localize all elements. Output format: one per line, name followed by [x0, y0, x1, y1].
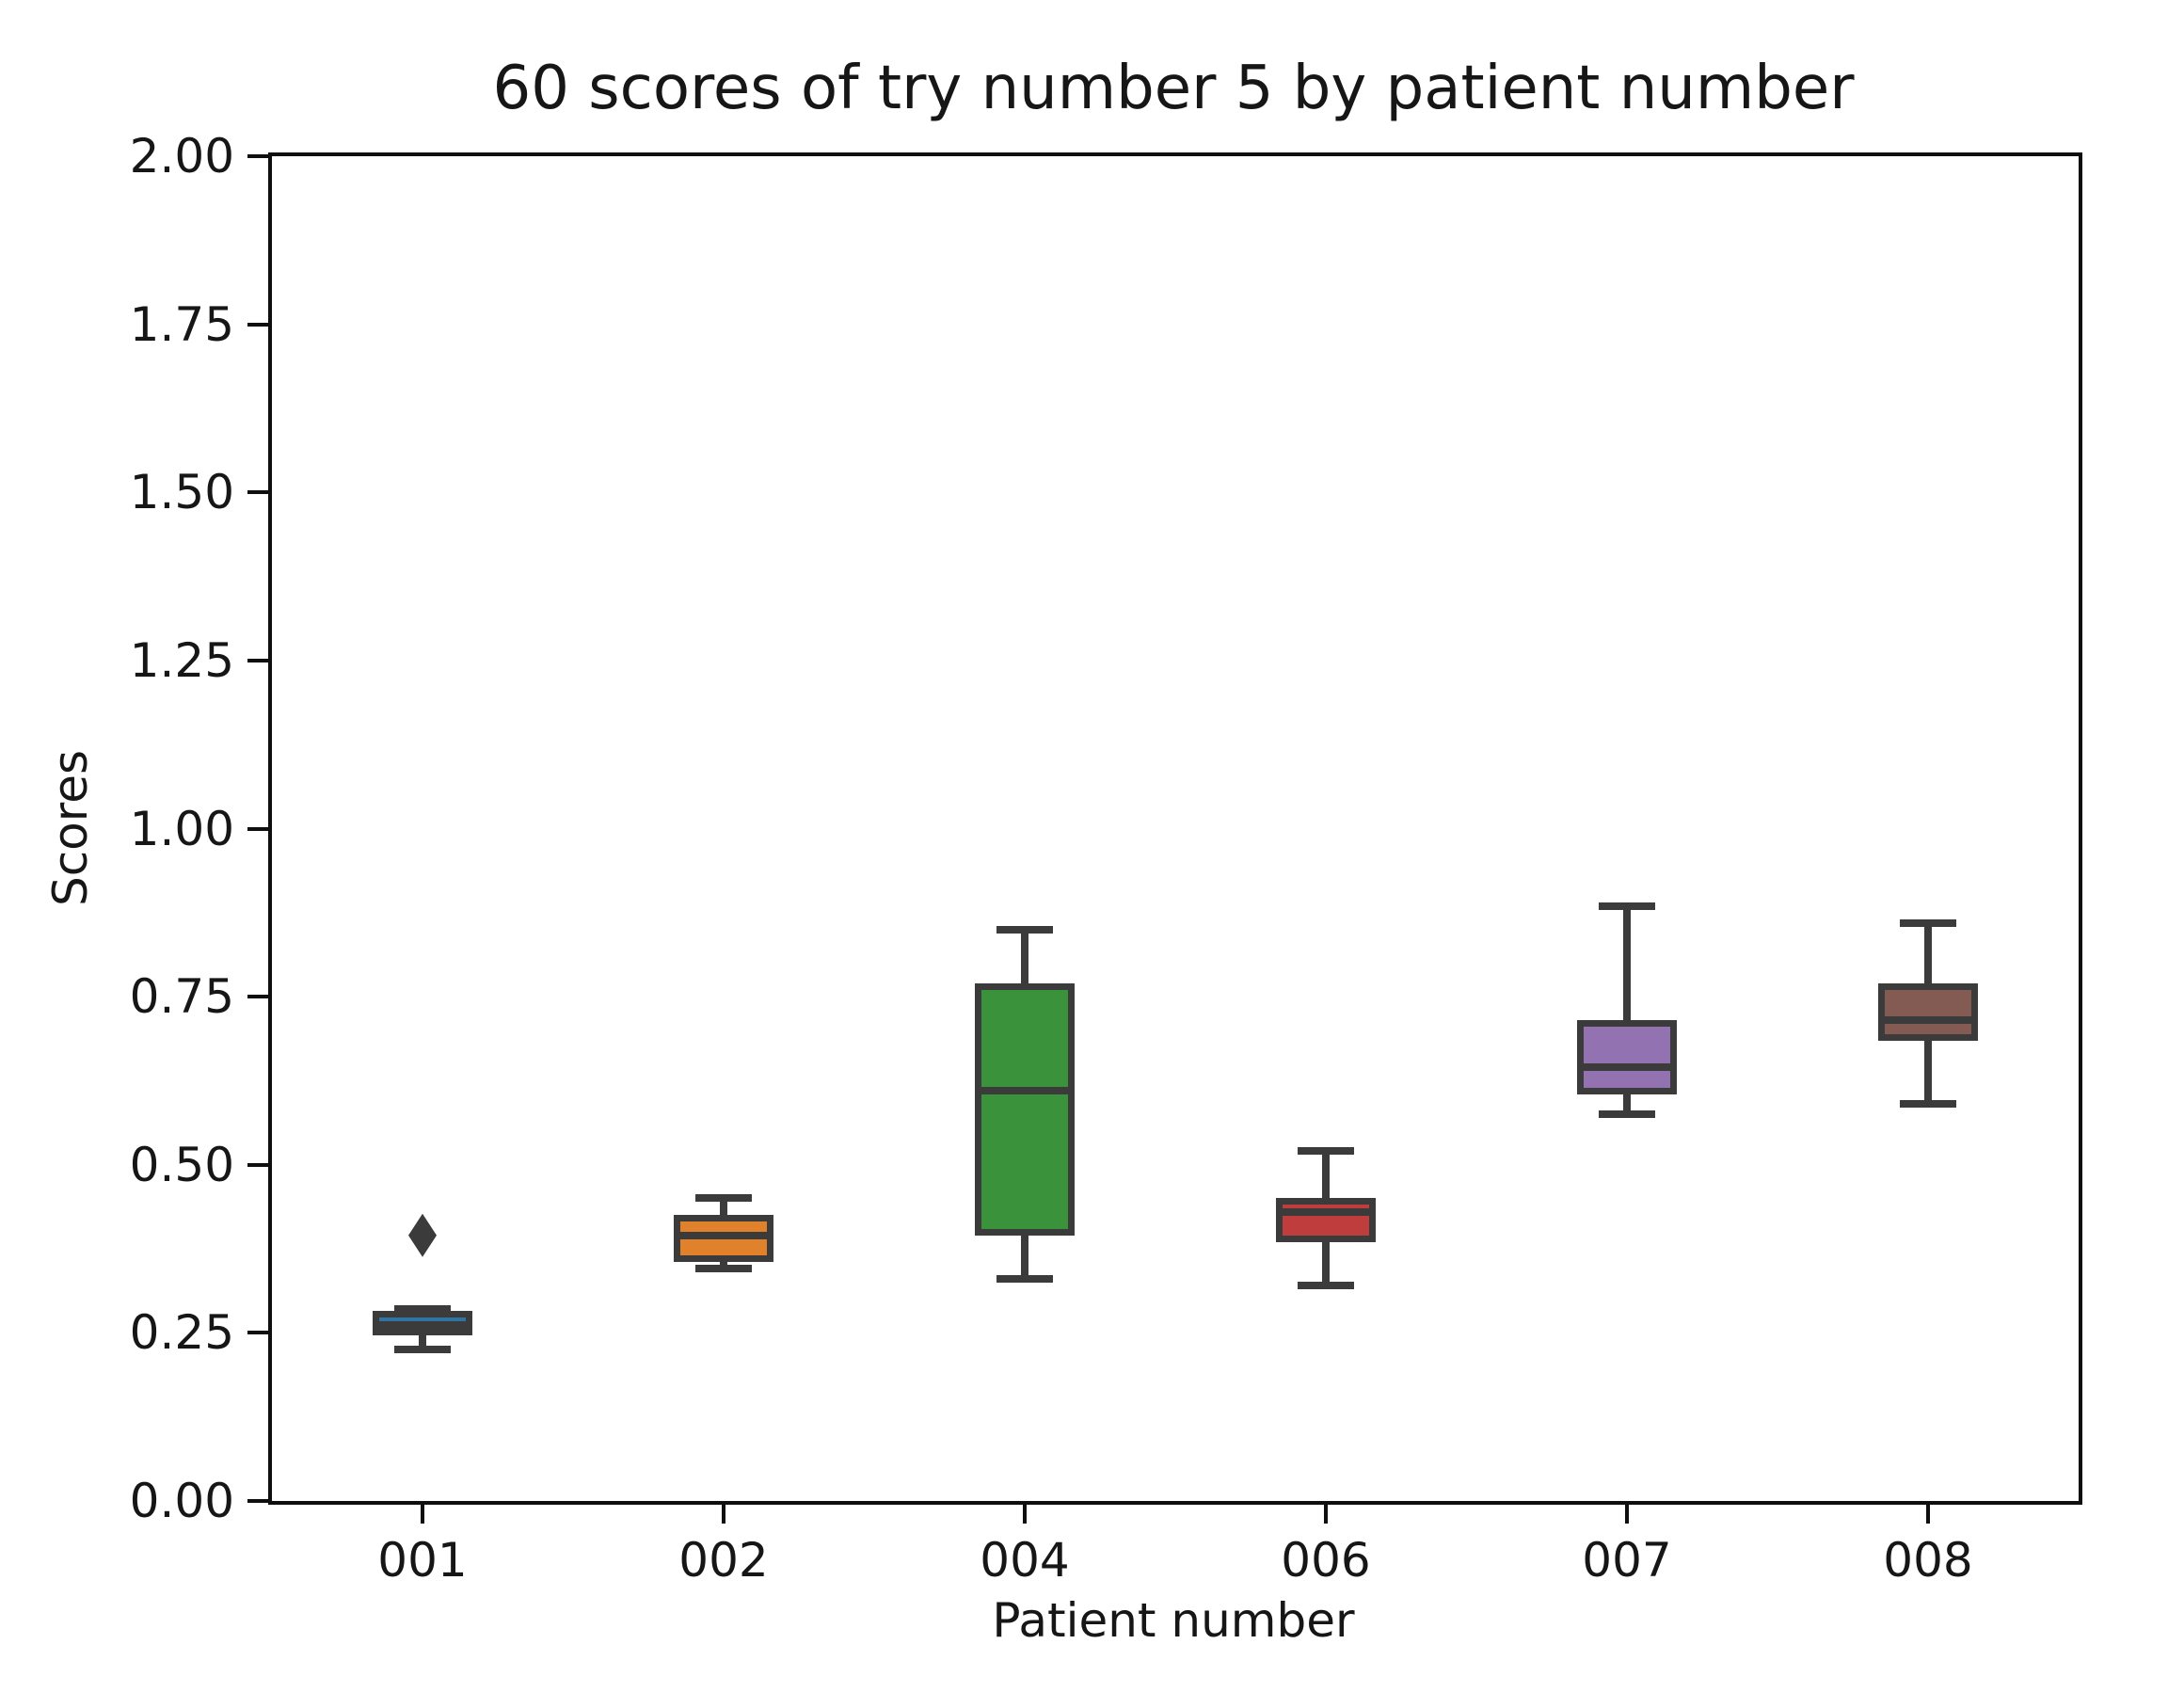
median-line: [1577, 1063, 1677, 1072]
y-tick-label: 1.25: [129, 632, 234, 688]
median-line: [1878, 1016, 1978, 1025]
outlier-diamond: [408, 1213, 437, 1257]
lower-whisker-line: [1021, 1235, 1028, 1280]
upper-whisker-cap: [996, 925, 1053, 934]
chart-title: 60 scores of try number 5 by patient num…: [492, 54, 1855, 123]
x-tick-mark: [1926, 1505, 1930, 1524]
y-tick-label: 0.50: [129, 1137, 234, 1192]
box: [1878, 982, 1978, 1041]
box: [975, 982, 1075, 1236]
lower-whisker-cap: [1900, 1100, 1956, 1109]
lower-whisker-cap: [996, 1275, 1053, 1284]
median-line: [975, 1087, 1075, 1095]
box: [1276, 1198, 1376, 1242]
x-tick-mark: [722, 1505, 725, 1524]
x-axis-label: Patient number: [992, 1593, 1355, 1648]
upper-whisker-line: [1021, 929, 1028, 983]
y-tick-label: 1.50: [129, 465, 234, 520]
x-tick-mark: [1023, 1505, 1027, 1524]
y-tick-mark: [247, 1162, 268, 1167]
median-line: [373, 1320, 472, 1329]
y-tick-label: 1.00: [129, 801, 234, 856]
y-tick-mark: [247, 322, 268, 327]
upper-whisker-cap: [394, 1305, 451, 1314]
y-tick-mark: [247, 1499, 268, 1503]
lower-whisker-cap: [394, 1346, 451, 1354]
upper-whisker-cap: [1900, 918, 1956, 927]
y-tick-label: 0.25: [129, 1305, 234, 1361]
x-tick-mark: [1324, 1505, 1328, 1524]
upper-whisker-cap: [1599, 902, 1655, 910]
x-tick-mark: [1625, 1505, 1629, 1524]
y-tick-mark: [247, 826, 268, 831]
y-tick-label: 2.00: [129, 129, 234, 184]
x-tick-label: 008: [1883, 1533, 1973, 1588]
median-line: [1276, 1207, 1376, 1216]
upper-whisker-cap: [1298, 1147, 1354, 1156]
y-tick-mark: [247, 1331, 268, 1335]
upper-whisker-line: [720, 1198, 727, 1216]
plot-area: 0.00 0.25 0.50 0.75 1.00 1.25 1.50 1.75 2.00 001 0…: [130, 129, 2082, 1588]
y-tick-label: 0.00: [129, 1474, 234, 1528]
x-tick-label: 007: [1582, 1533, 1672, 1588]
lower-whisker-cap: [1298, 1282, 1354, 1290]
x-tick-label: 001: [377, 1533, 468, 1588]
upper-whisker-line: [1623, 905, 1631, 1021]
lower-whisker-line: [419, 1334, 426, 1350]
median-line: [674, 1231, 773, 1239]
x-tick-label: 006: [1281, 1533, 1371, 1588]
x-tick-mark: [421, 1505, 424, 1524]
lower-whisker-cap: [695, 1265, 752, 1273]
x-tick-label: 004: [980, 1533, 1070, 1588]
lower-whisker-line: [1322, 1241, 1330, 1286]
lower-whisker-line: [1924, 1040, 1932, 1105]
lower-whisker-cap: [1599, 1110, 1655, 1119]
upper-whisker-cap: [695, 1194, 752, 1203]
box: [1577, 1020, 1677, 1094]
y-tick-mark: [247, 154, 268, 158]
lower-whisker-line: [1623, 1093, 1631, 1115]
y-tick-mark: [247, 995, 268, 999]
y-tick-label: 0.75: [129, 969, 234, 1025]
upper-whisker-line: [1322, 1151, 1330, 1199]
upper-whisker-line: [1924, 922, 1932, 983]
y-tick-mark: [247, 490, 268, 495]
y-tick-label: 1.75: [129, 296, 234, 352]
x-tick-label: 002: [678, 1533, 769, 1588]
y-tick-mark: [247, 658, 268, 662]
